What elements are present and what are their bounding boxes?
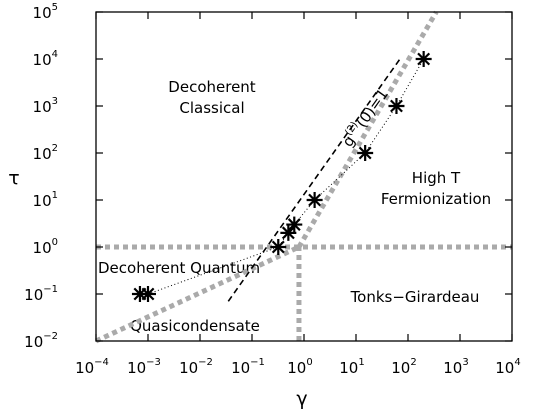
data-point: [415, 51, 432, 67]
x-tick-label: 104: [495, 357, 520, 377]
y-tick-label: 101: [33, 190, 58, 210]
data-markers: [131, 51, 432, 302]
region-label-tonks-girardeau: Tonks−Girardeau: [350, 288, 480, 306]
x-tick-label: 102: [391, 357, 416, 377]
data-point: [306, 192, 323, 208]
region-labels: Decoherent Classical High T Fermionization D…: [98, 78, 491, 335]
x-tick-label: 10−1: [231, 357, 265, 377]
x-axis-label: γ: [296, 388, 307, 410]
data-point: [357, 145, 374, 161]
data-point: [270, 239, 287, 255]
y-tick-label: 10−2: [24, 331, 58, 351]
y-tick-label: 100: [33, 237, 58, 257]
x-tick-label: 101: [339, 357, 364, 377]
region-label-high-t-fermionization: High T Fermionization: [381, 169, 491, 208]
y-tick-label: 104: [33, 49, 58, 69]
axis-ticks: [95, 11, 513, 342]
x-tick-label: 100: [287, 357, 312, 377]
data-point: [286, 216, 303, 233]
regime-boundaries: [94, 10, 512, 344]
x-tick-label: 10−3: [127, 357, 161, 377]
x-tick-label: 10−2: [179, 357, 213, 377]
region-label-quasicondensate: Quasicondensate: [130, 317, 260, 335]
boundary-line: [296, 10, 439, 249]
boundary-line: [94, 244, 301, 344]
data-point: [140, 286, 156, 302]
data-point: [388, 98, 405, 114]
data-point: [280, 224, 297, 241]
y-axis-label: τ: [8, 168, 19, 190]
region-label-decoherent-classical: Decoherent Classical: [168, 78, 256, 117]
region-label-decoherent-quantum: Decoherent Quantum: [98, 259, 260, 277]
y-tick-label: 105: [33, 2, 58, 22]
g2-line-label: g(2)(0)=1: [338, 85, 392, 151]
y-tick-label: 102: [33, 143, 58, 163]
x-tick-label: 103: [443, 357, 468, 377]
y-tick-label: 10−1: [24, 284, 58, 304]
axis-tick-labels: 10−4 10−3 10−2 10−1 100 101 102 103 104 10−2 10−1 1…: [24, 2, 521, 377]
x-tick-label: 10−4: [75, 357, 109, 377]
y-tick-label: 103: [33, 96, 58, 116]
